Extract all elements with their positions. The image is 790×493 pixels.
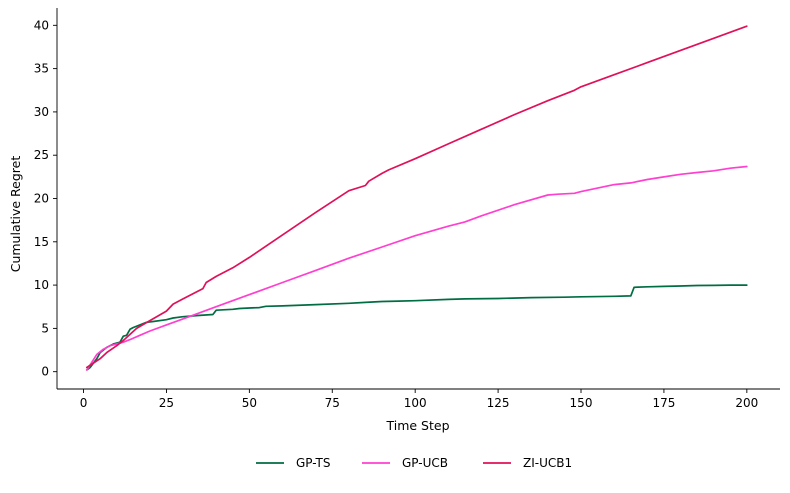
y-tick-label: 30 [34,105,49,119]
x-tick-label: 100 [404,396,427,410]
y-tick-label: 20 [34,192,49,206]
y-tick-label: 35 [34,62,49,76]
legend: GP-TS GP-UCB ZI-UCB1 [256,456,572,470]
x-tick-label: 200 [735,396,758,410]
y-axis-label: Cumulative Regret [8,156,23,273]
x-tick-label: 75 [325,396,340,410]
axis-labels: Time Step Cumulative Regret [8,156,450,433]
y-tick-label: 25 [34,148,49,162]
legend-label: GP-UCB [402,456,448,470]
x-axis-label: Time Step [385,418,449,433]
series-line-gp-ts [85,284,748,371]
legend-entry: GP-TS [256,456,330,470]
series-line-zi-ucb1 [85,25,748,369]
x-tick-label: 150 [570,396,593,410]
x-tick-label: 25 [159,396,174,410]
y-tick-label: 5 [41,321,49,335]
y-tick-label: 0 [41,365,49,379]
series-lines [85,25,748,371]
x-tick-label: 175 [652,396,675,410]
legend-entry: GP-UCB [362,456,448,470]
y-tick-label: 10 [34,278,49,292]
legend-label: GP-TS [296,456,330,470]
x-tick-label: 125 [487,396,510,410]
series-line-gp-ucb [85,165,748,371]
y-tick-label: 40 [34,18,49,32]
y-tick-label: 15 [34,235,49,249]
legend-label: ZI-UCB1 [523,456,572,470]
x-tick-label: 0 [80,396,88,410]
axes: 0 25 50 75 100 125 150 175 200 0 5 10 15 20 25 30 35 40 [34,8,780,410]
legend-entry: ZI-UCB1 [483,456,572,470]
x-tick-label: 50 [242,396,257,410]
